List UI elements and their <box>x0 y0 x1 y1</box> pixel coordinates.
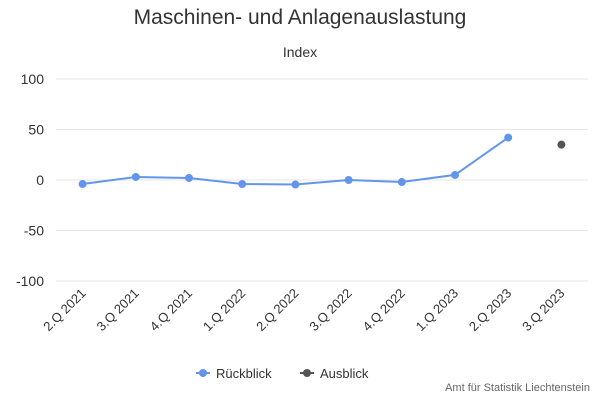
x-tick-label: 1.Q 2023 <box>413 286 461 334</box>
gridlines <box>56 78 588 282</box>
legend-item[interactable]: Rückblick <box>196 366 272 381</box>
data-point[interactable] <box>185 173 193 182</box>
x-tick-label: 4.Q 2021 <box>147 286 195 334</box>
series-line <box>82 136 509 186</box>
legend-symbol-marker <box>199 369 207 377</box>
x-tick-label: 3.Q 2021 <box>93 286 141 334</box>
legend-label: Ausblick <box>320 366 369 381</box>
data-point[interactable] <box>131 172 140 181</box>
data-point[interactable] <box>238 180 247 189</box>
x-tick-label: 2.Q 2021 <box>40 286 88 334</box>
legend-item[interactable]: Ausblick <box>300 366 369 381</box>
series-layer <box>78 133 566 189</box>
legend-symbol-marker <box>303 369 311 377</box>
legend[interactable]: Rückblick Ausblick <box>196 366 369 381</box>
x-tick-label: 3.Q 2023 <box>519 286 567 334</box>
series-1 <box>78 133 513 189</box>
credits[interactable]: Amt für Statistik Liechtenstein <box>445 382 590 394</box>
data-point[interactable] <box>504 133 513 142</box>
x-axis-ticks: 2.Q 2021 3.Q 2021 4.Q 2021 1.Q 2022 2.Q 2022… <box>40 286 567 334</box>
data-point[interactable] <box>397 178 406 187</box>
y-tick-label: -100 <box>16 273 44 289</box>
data-point[interactable] <box>291 180 300 189</box>
data-point[interactable] <box>78 180 87 189</box>
chart-subtitle: Index <box>282 44 318 60</box>
data-point[interactable] <box>344 176 353 184</box>
y-tick-label: -50 <box>24 223 44 239</box>
series-2 <box>557 140 566 149</box>
x-tick-label: 2.Q 2023 <box>466 286 514 334</box>
x-tick-label: 4.Q 2022 <box>359 286 407 334</box>
y-axis-ticks: 100 50 0 -50 -100 <box>16 71 44 289</box>
chart-title: Maschinen- und Anlagenauslastung <box>133 6 467 29</box>
x-tick-label: 2.Q 2022 <box>253 286 301 334</box>
data-point[interactable] <box>557 140 566 149</box>
data-point[interactable] <box>451 170 459 179</box>
x-tick-label: 3.Q 2022 <box>306 286 354 334</box>
y-tick-label: 0 <box>36 172 44 188</box>
x-tick-label: 1.Q 2022 <box>200 286 248 334</box>
y-tick-label: 100 <box>21 71 45 87</box>
legend-label: Rückblick <box>216 366 272 381</box>
y-tick-label: 50 <box>28 122 44 138</box>
